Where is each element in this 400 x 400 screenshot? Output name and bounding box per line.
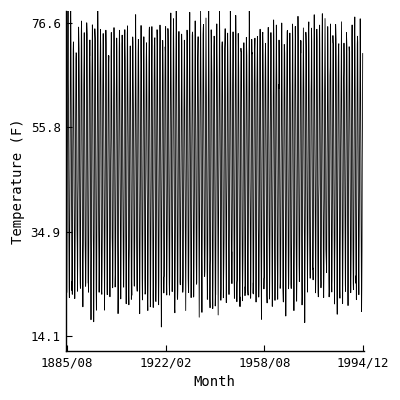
Y-axis label: Temperature (F): Temperature (F): [11, 118, 25, 244]
X-axis label: Month: Month: [194, 375, 236, 389]
